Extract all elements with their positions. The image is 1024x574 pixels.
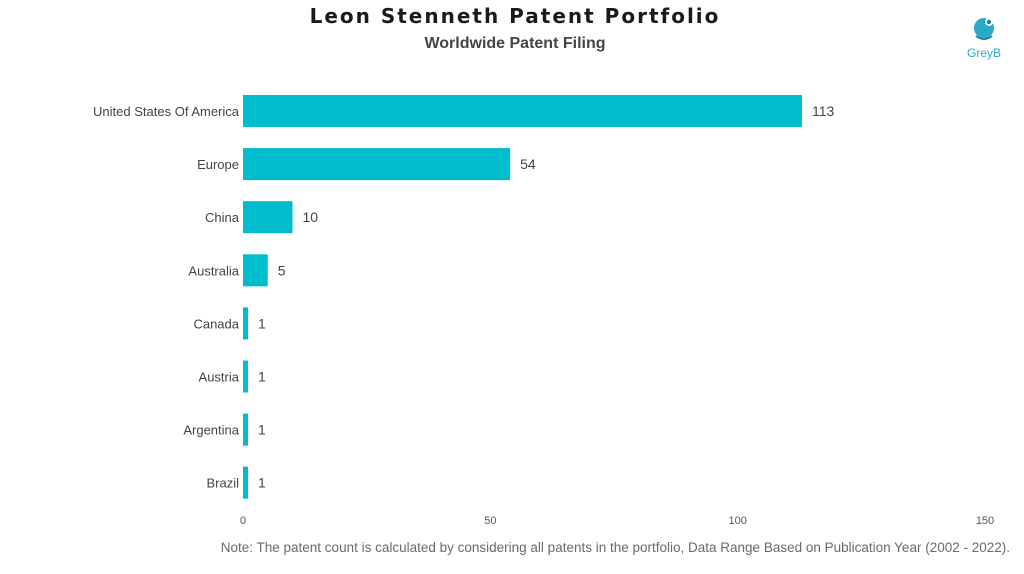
x-tick-label: 0	[240, 515, 246, 527]
data-label: 113	[812, 103, 835, 119]
data-label: 5	[278, 262, 286, 278]
category-label: China	[205, 210, 240, 225]
bar	[243, 307, 248, 340]
x-tick-label: 50	[484, 515, 496, 527]
greyb-logo: GreyB	[962, 12, 1006, 64]
data-label: 1	[258, 422, 266, 438]
chart-subtitle: Worldwide Patent Filing	[424, 35, 606, 52]
logo-text: GreyB	[966, 46, 1001, 60]
bar	[243, 148, 511, 181]
bar	[243, 466, 248, 499]
bar	[243, 254, 268, 287]
data-label: 10	[302, 209, 318, 225]
chart-title: Leon Stenneth Patent Portfolio	[309, 4, 721, 28]
data-label: 54	[520, 156, 536, 172]
bar	[243, 201, 293, 234]
bar	[243, 413, 248, 446]
category-label: Australia	[188, 263, 239, 278]
category-label: Austria	[199, 370, 240, 385]
x-tick-label: 100	[728, 515, 746, 527]
category-label: United States Of America	[93, 104, 240, 119]
category-label: Canada	[193, 316, 239, 331]
x-tick-label: 150	[976, 515, 994, 527]
data-label: 1	[258, 369, 266, 385]
footnote: Note: The patent count is calculated by …	[220, 540, 1010, 555]
bar	[243, 95, 802, 127]
category-label: Argentina	[183, 423, 239, 438]
greyb-logo-icon	[974, 18, 994, 40]
category-label: Brazil	[206, 476, 239, 491]
category-label: Europe	[197, 157, 239, 172]
data-label: 1	[258, 315, 266, 331]
bar	[243, 360, 248, 393]
data-label: 1	[258, 475, 266, 491]
